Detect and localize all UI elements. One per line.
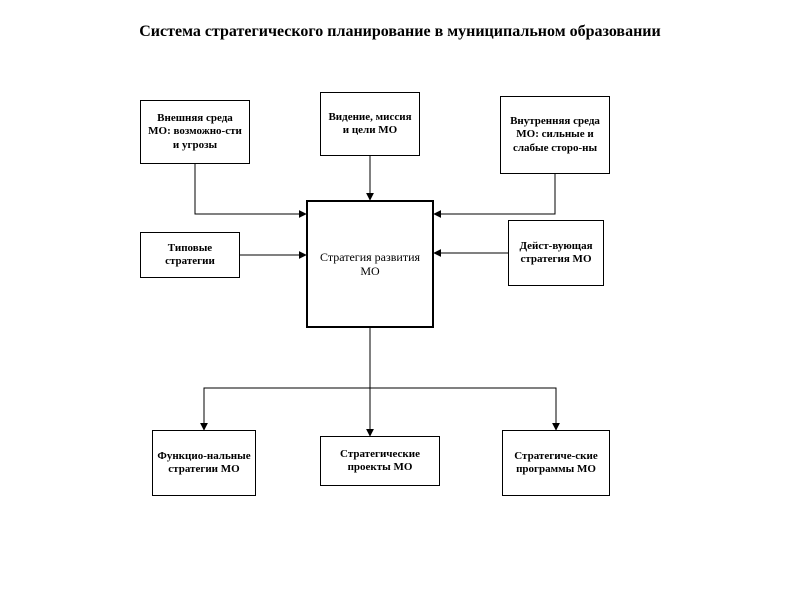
node-center: Стратегия развития МО — [306, 200, 434, 328]
node-projects: Стратегические проекты МО — [320, 436, 440, 486]
node-typical: Типовые стратегии — [140, 232, 240, 278]
edge-int_env-to-center — [434, 174, 555, 214]
node-int_env: Внутренняя среда МО: сильные и слабые ст… — [500, 96, 610, 174]
edge-ext_env-to-center — [195, 164, 306, 214]
node-ext_env: Внешняя среда МО: возможно-сти и угрозы — [140, 100, 250, 164]
node-func: Функцио-нальные стратегии МО — [152, 430, 256, 496]
diagram-canvas: Система стратегического планирование в м… — [0, 0, 800, 600]
edge-center-to-func — [204, 328, 370, 430]
node-vision: Видение, миссия и цели МО — [320, 92, 420, 156]
edge-center-to-programs — [370, 328, 556, 430]
node-current: Дейст-вующая стратегия МО — [508, 220, 604, 286]
node-programs: Стратегиче-ские программы МО — [502, 430, 610, 496]
diagram-title: Система стратегического планирование в м… — [0, 22, 800, 42]
